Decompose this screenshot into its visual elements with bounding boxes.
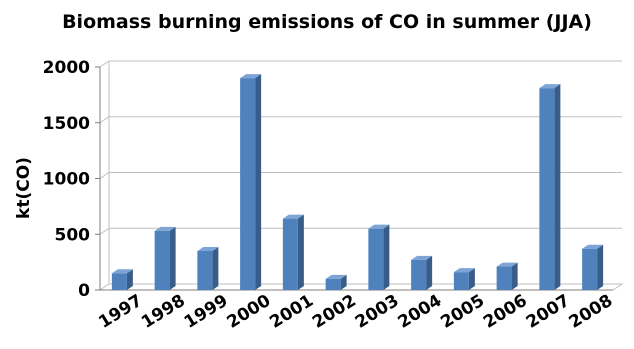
bar <box>368 224 390 290</box>
floor-outline <box>99 283 624 291</box>
bar <box>411 255 433 290</box>
bar-side <box>212 246 219 290</box>
bar-side <box>426 255 433 290</box>
x-tick-label: 2007 <box>523 291 574 333</box>
x-tick-label: 2003 <box>352 291 403 333</box>
bar-top <box>197 246 219 251</box>
bar-front <box>197 250 213 290</box>
bar <box>453 268 475 290</box>
bar-side <box>297 214 304 290</box>
y-tick-label: 0 <box>78 281 90 301</box>
y-axis-label: kt(CO) <box>14 157 34 219</box>
bar-side <box>597 244 604 290</box>
x-tick-label: 1999 <box>181 291 232 333</box>
bar-side <box>255 74 262 291</box>
bar <box>154 226 176 290</box>
bar-side <box>340 274 347 290</box>
x-tick-labels: 1997199819992000200120022003200420052006… <box>95 291 616 333</box>
bar-top <box>282 214 304 219</box>
bar-top <box>411 255 433 260</box>
bar-front <box>154 230 170 290</box>
bar <box>539 84 561 290</box>
bar-front <box>539 88 555 290</box>
bar-top <box>325 274 347 279</box>
bar-top <box>496 262 518 267</box>
bar-side <box>511 262 518 290</box>
bars <box>111 74 604 291</box>
bar <box>240 74 262 291</box>
bar-front <box>368 228 384 290</box>
bar-top <box>582 244 604 249</box>
chart-walls <box>99 61 624 291</box>
x-tick-label: 2008 <box>566 291 617 333</box>
bar <box>111 269 133 290</box>
bar-front <box>411 259 427 290</box>
bar-side <box>126 269 133 290</box>
bar <box>582 244 604 290</box>
bar-top <box>539 84 561 89</box>
y-tick-label: 1000 <box>43 170 90 190</box>
x-tick-label: 2006 <box>480 291 531 333</box>
y-tick-labels: 0 500 1000 1500 2000 <box>43 58 90 301</box>
chart-title: Biomass burning emissions of CO in summe… <box>62 11 592 33</box>
bar-front <box>496 266 512 290</box>
bar-front <box>111 273 127 290</box>
bar-side <box>383 224 390 290</box>
bar-top <box>111 269 133 274</box>
x-tick-label: 2004 <box>395 291 446 333</box>
bar-side <box>554 84 561 290</box>
bar-side <box>169 226 176 290</box>
bar <box>282 214 304 290</box>
x-tick-label: 2001 <box>266 291 317 333</box>
bar <box>325 274 347 290</box>
x-tick-label: 1997 <box>95 291 146 333</box>
bar-front <box>240 78 256 291</box>
bar-top <box>453 268 475 273</box>
y-tick-label: 2000 <box>43 58 90 78</box>
bar-front <box>282 218 298 290</box>
x-tick-label: 2000 <box>224 291 275 333</box>
bar-front <box>582 248 598 290</box>
y-tick-label: 1500 <box>43 114 90 134</box>
bar-top <box>154 226 176 231</box>
x-tick-label: 2002 <box>309 291 360 333</box>
y-tick-label: 500 <box>55 225 91 245</box>
bar-front <box>325 278 341 290</box>
bar-top <box>368 224 390 229</box>
bar <box>197 246 219 290</box>
gridline <box>99 60 622 68</box>
x-tick-label: 2005 <box>437 291 488 333</box>
bar-side <box>468 268 475 290</box>
bar <box>496 262 518 290</box>
bar-top <box>240 74 262 79</box>
x-tick-label: 1998 <box>138 291 189 333</box>
bar-front <box>453 272 469 290</box>
